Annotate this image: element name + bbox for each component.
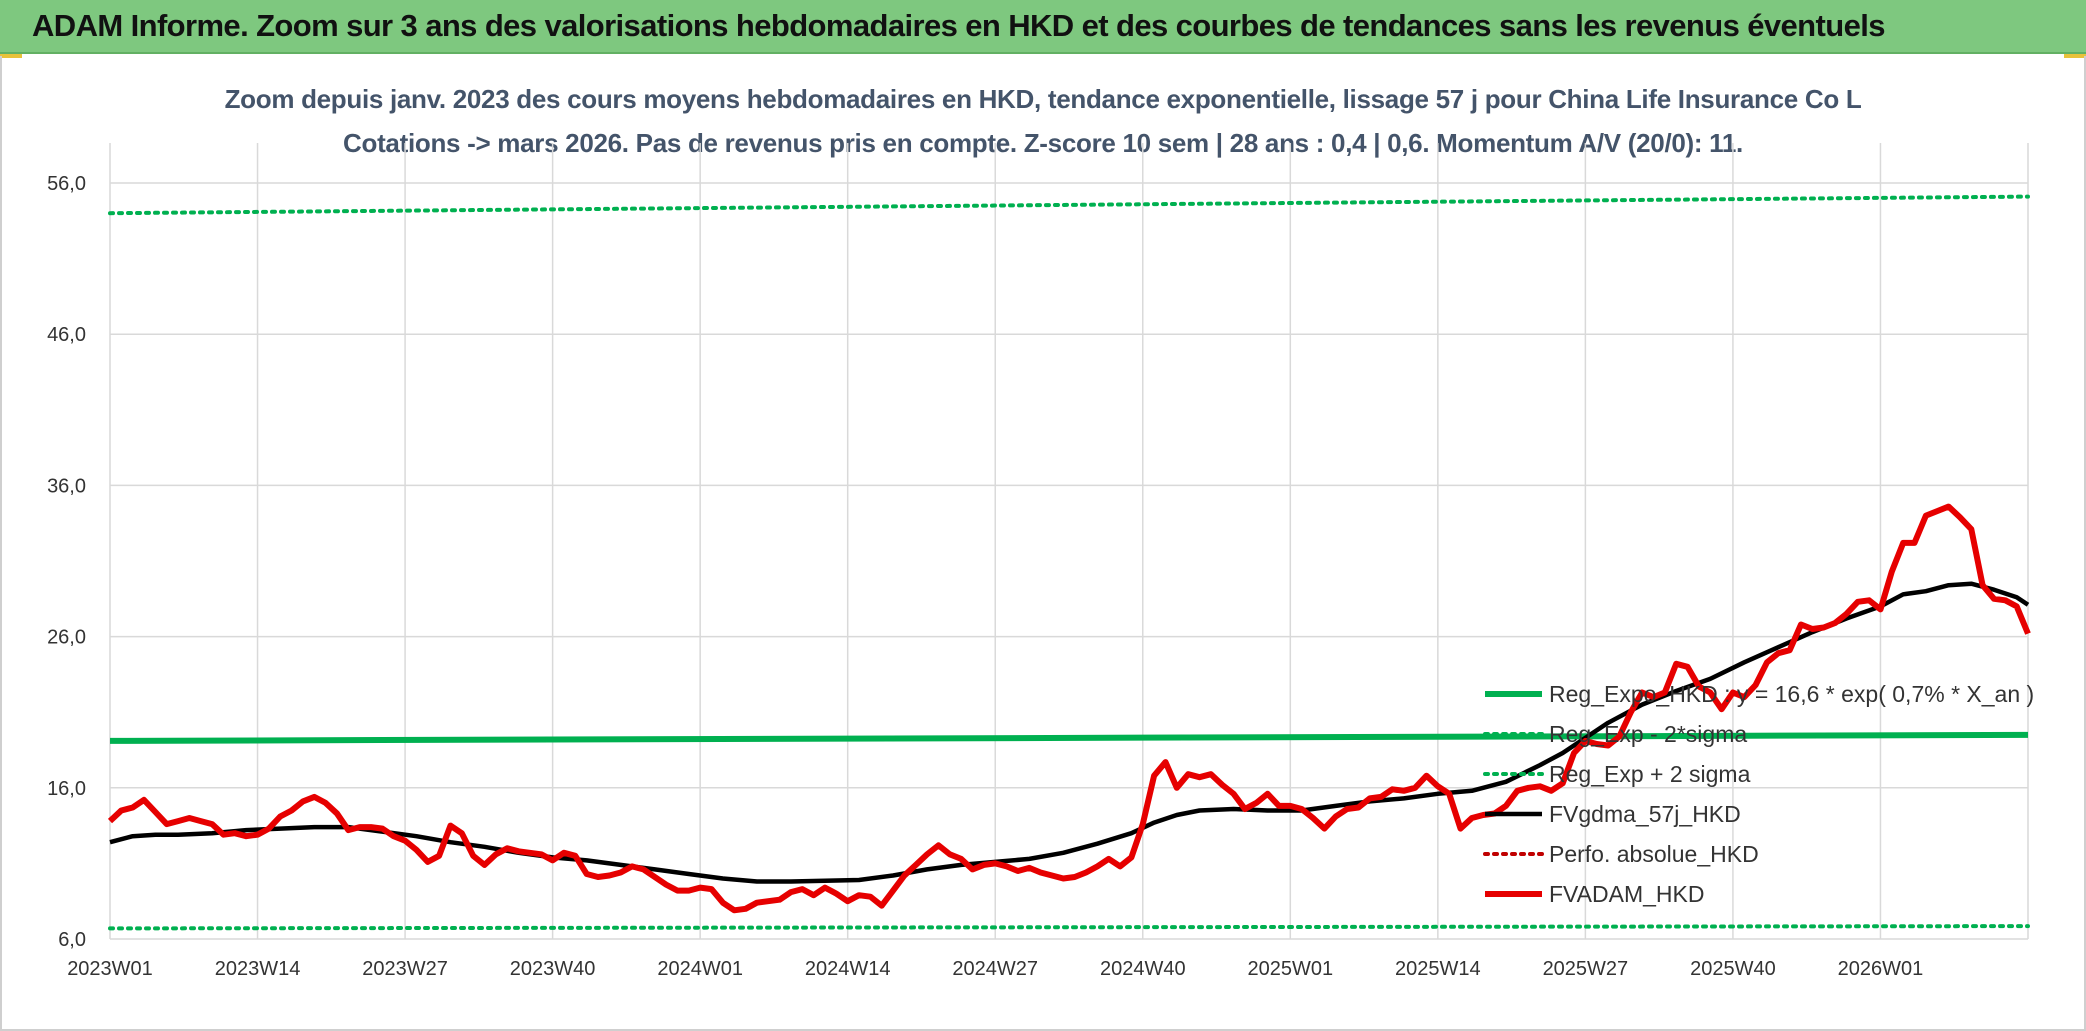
y-tick-label: 36,0 bbox=[47, 475, 86, 497]
chart-title: Zoom depuis janv. 2023 des cours moyens … bbox=[224, 84, 1862, 114]
report-banner: ADAM Informe. Zoom sur 3 ans des valoris… bbox=[0, 0, 2086, 54]
legend-label: FVADAM_HKD bbox=[1549, 881, 1705, 907]
series-line-fvgdma-57j-hkd bbox=[109, 581, 2030, 884]
x-tick-label: 2023W14 bbox=[215, 958, 301, 980]
report-title: ADAM Informe. Zoom sur 3 ans des valoris… bbox=[32, 8, 1885, 43]
legend-label: Perfo. absolue_HKD bbox=[1549, 841, 1759, 867]
chart-box bbox=[0, 56, 2086, 1031]
series-line-reg-exp-2-sigma bbox=[108, 194, 2030, 216]
x-tick-label: 2024W01 bbox=[657, 958, 743, 980]
x-tick-label: 2023W01 bbox=[67, 958, 153, 980]
x-tick-label: 2024W40 bbox=[1100, 958, 1186, 980]
x-tick-label: 2025W40 bbox=[1690, 958, 1776, 980]
y-tick-label: 56,0 bbox=[47, 173, 86, 195]
banner-corner-left bbox=[0, 54, 22, 58]
x-tick-label: 2026W01 bbox=[1838, 958, 1924, 980]
x-tick-label: 2025W27 bbox=[1543, 958, 1629, 980]
x-tick-label: 2024W14 bbox=[805, 958, 891, 980]
x-tick-label: 2023W27 bbox=[362, 958, 448, 980]
y-tick-label: 46,0 bbox=[47, 324, 86, 346]
x-tick-label: 2024W27 bbox=[952, 958, 1038, 980]
y-tick-label: 6,0 bbox=[58, 929, 86, 951]
y-tick-label: 16,0 bbox=[47, 778, 86, 800]
x-tick-label: 2025W14 bbox=[1395, 958, 1481, 980]
legend-label: Reg_Expo_HKD : y = 16,6 * exp( 0,7% * X_… bbox=[1549, 681, 2034, 707]
series-line-reg-expo-hkd-y-16-6-exp-0-7-x-an bbox=[109, 731, 2029, 744]
series-line-fvadam-hkd bbox=[107, 503, 2031, 914]
y-tick-label: 26,0 bbox=[47, 627, 86, 649]
legend-label: FVgdma_57j_HKD bbox=[1549, 801, 1741, 827]
x-tick-label: 2025W01 bbox=[1247, 958, 1333, 980]
series-line-reg-exp-2-sigma bbox=[108, 924, 2030, 931]
x-tick-label: 2023W40 bbox=[510, 958, 596, 980]
legend-label: Reg_Exp - 2*sigma bbox=[1549, 721, 1747, 747]
banner-corner-right bbox=[2064, 54, 2086, 58]
legend-label: Reg_Exp + 2 sigma bbox=[1549, 761, 1751, 787]
chart-subtitle: Cotations -> mars 2026. Pas de revenus p… bbox=[343, 128, 1743, 158]
